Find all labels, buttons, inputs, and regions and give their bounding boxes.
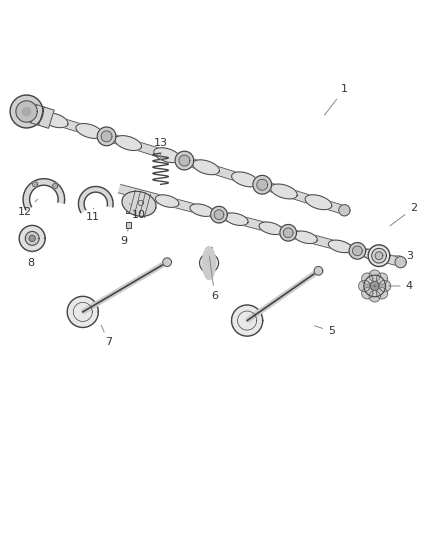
Polygon shape: [375, 252, 383, 260]
Text: 11: 11: [86, 208, 100, 222]
Polygon shape: [81, 260, 168, 314]
Polygon shape: [32, 182, 38, 187]
Polygon shape: [214, 210, 224, 220]
Polygon shape: [363, 249, 386, 262]
Polygon shape: [175, 151, 194, 170]
Bar: [206, 247, 212, 255]
Polygon shape: [395, 256, 406, 268]
Polygon shape: [10, 95, 43, 128]
Polygon shape: [203, 247, 215, 279]
Polygon shape: [53, 183, 58, 189]
Polygon shape: [211, 206, 227, 223]
Polygon shape: [232, 305, 263, 336]
Polygon shape: [190, 204, 213, 216]
Polygon shape: [67, 296, 99, 327]
Text: 8: 8: [27, 252, 35, 268]
Polygon shape: [154, 148, 180, 163]
Polygon shape: [259, 222, 283, 235]
Polygon shape: [22, 107, 31, 116]
Polygon shape: [362, 288, 373, 299]
Text: 1: 1: [325, 84, 348, 115]
Polygon shape: [23, 179, 65, 210]
Polygon shape: [294, 231, 317, 244]
Polygon shape: [200, 254, 219, 272]
Text: 10: 10: [130, 204, 146, 220]
Text: 6: 6: [209, 256, 218, 301]
Polygon shape: [179, 155, 190, 166]
Polygon shape: [314, 266, 323, 275]
Bar: [126, 222, 131, 229]
Polygon shape: [349, 243, 366, 259]
Polygon shape: [16, 101, 37, 122]
Polygon shape: [271, 184, 297, 199]
Text: 9: 9: [120, 229, 128, 246]
Polygon shape: [163, 258, 171, 266]
Polygon shape: [372, 248, 386, 263]
Polygon shape: [362, 273, 373, 284]
Polygon shape: [29, 236, 35, 241]
Polygon shape: [118, 184, 402, 266]
Polygon shape: [19, 225, 45, 252]
Polygon shape: [23, 107, 346, 214]
Polygon shape: [359, 280, 370, 292]
Polygon shape: [283, 228, 293, 238]
Polygon shape: [78, 187, 113, 213]
Polygon shape: [364, 275, 385, 297]
Polygon shape: [193, 160, 219, 175]
Polygon shape: [305, 195, 332, 209]
Polygon shape: [339, 205, 350, 216]
Text: 3: 3: [392, 251, 413, 261]
Text: 2: 2: [390, 203, 417, 226]
Polygon shape: [257, 179, 268, 190]
Text: 7: 7: [101, 325, 112, 347]
Polygon shape: [232, 172, 258, 187]
Polygon shape: [369, 290, 380, 302]
Text: 12: 12: [18, 199, 38, 216]
Polygon shape: [101, 131, 112, 142]
Polygon shape: [368, 245, 390, 266]
Polygon shape: [328, 240, 352, 253]
Polygon shape: [246, 269, 320, 322]
Polygon shape: [376, 288, 388, 299]
Polygon shape: [225, 213, 248, 225]
Polygon shape: [24, 102, 54, 128]
Polygon shape: [41, 113, 68, 128]
Polygon shape: [97, 127, 116, 146]
Polygon shape: [353, 246, 362, 256]
Polygon shape: [253, 175, 272, 194]
Polygon shape: [280, 224, 297, 241]
Polygon shape: [76, 124, 102, 139]
Polygon shape: [155, 195, 179, 207]
Polygon shape: [25, 231, 39, 245]
Polygon shape: [371, 281, 379, 290]
Polygon shape: [376, 273, 388, 284]
Bar: [127, 204, 133, 213]
Polygon shape: [379, 280, 391, 292]
Polygon shape: [122, 191, 156, 216]
Polygon shape: [115, 135, 141, 150]
Text: 13: 13: [154, 138, 168, 160]
Polygon shape: [369, 270, 380, 281]
Text: 5: 5: [314, 326, 335, 336]
Text: 4: 4: [389, 281, 413, 291]
